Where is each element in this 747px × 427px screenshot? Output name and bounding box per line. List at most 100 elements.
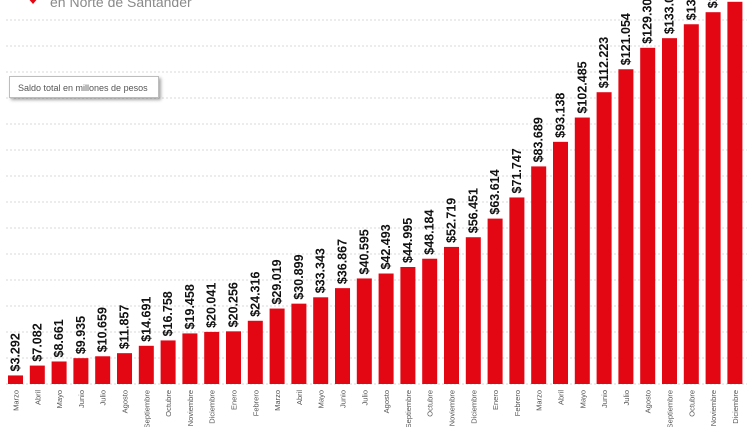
bar [138,345,154,384]
bar [378,273,394,384]
x-tick-label: Julio [99,390,108,405]
bar-value-label: $7.082 [30,323,44,361]
x-tick-label: Agosto [644,390,653,413]
x-tick-label: Octubre [687,390,696,417]
bar [400,267,416,384]
x-tick-label: Octubre [426,390,435,417]
bar [8,375,23,384]
x-tick-label: Abril [33,390,42,405]
x-tick-label: Noviembre [186,390,195,426]
bar-value-label: $3.292 [9,333,23,371]
bar [117,353,132,384]
bar [95,356,111,384]
x-tick-label: Septiembre [666,390,675,427]
bar-value-label: $83.689 [532,117,546,162]
bars [8,1,743,385]
bar [160,340,176,384]
bar [204,331,220,384]
bar-value-label: $8.661 [52,319,66,357]
bar [73,358,89,384]
bar [618,69,634,385]
x-tick-label: Enero [230,390,239,410]
bar [574,117,590,384]
bar-value-label: $133.005 [663,0,677,34]
bar-value-label: $71.747 [510,148,524,193]
bar [683,24,699,385]
bar-value-label: $112.223 [597,37,611,88]
legend-box: Saldo total en millones de pesos [9,76,159,98]
bar-value-label: $20.256 [227,282,241,327]
bar-value-label: $20.041 [205,283,219,328]
x-tick-label: Diciembre [208,390,217,424]
x-tick-label: Marzo [273,390,282,411]
bar-value-label: $42.493 [379,224,393,269]
chart-subtitle: en Norte de Santander [50,0,192,10]
bar-value-label: $138.362 [684,0,698,20]
bar-value-label: $14.691 [139,297,153,342]
bar-value-label: $102.485 [575,61,589,113]
bar [465,237,481,384]
bar-value-label: $52.719 [445,198,459,243]
bar [422,258,438,384]
x-tick-label: Septiembre [142,390,151,427]
bar [705,12,721,384]
bar [662,38,677,384]
bar [640,47,656,384]
x-tick-label: Mayo [55,390,64,408]
bar-value-label: $19.458 [183,284,197,329]
bar [531,166,547,384]
bar [51,361,67,384]
bar [335,288,350,384]
heart-icon [29,0,37,4]
x-tick-label: Diciembre [469,390,478,424]
bar [29,365,45,384]
bar [487,218,503,384]
bar [247,320,263,384]
bar-value-label: $33.343 [314,248,328,293]
x-tick-label: Junio [600,390,609,408]
bar [553,141,568,384]
x-tick-label: Marzo [535,390,544,411]
bar [226,331,241,384]
bar [356,278,372,384]
x-tick-label: Enero [491,390,500,410]
x-tick-label: Febrero [513,390,522,416]
x-tick-label: Abril [557,390,566,405]
bar-value-label: $9.935 [74,316,88,354]
bar-value-label: $48.184 [423,209,437,254]
bar-value-label: $121.054 [619,13,633,65]
x-tick-label: Junio [339,390,348,408]
x-tick-label: Mayo [317,390,326,408]
bar [291,303,307,384]
x-tick-label: Febrero [251,390,260,416]
bar-value-label: $10.659 [96,307,110,352]
bar [727,1,743,385]
x-tick-label: Diciembre [731,390,740,424]
x-tick-label: Noviembre [709,390,718,426]
x-tick-label: Julio [622,390,631,405]
x-tick-labels: Marzo Abril Mayo Junio Julio Agosto Septiembre… [12,390,740,427]
bar [444,246,459,384]
bar-value-label: $36.867 [336,239,350,284]
bar [596,92,612,384]
bar [313,297,329,384]
x-tick-label: Noviembre [448,390,457,426]
x-tick-label: Marzo [12,390,21,411]
x-tick-label: Junio [77,390,86,408]
bar-value-labels: $3.292 $7.082 $8.661 $9.935 $10.659 $11.857 $1… [9,0,721,371]
bar-value-label: $129.305 [641,0,655,44]
bar-value-label: $11.857 [118,305,132,350]
bar-value-label: $40.595 [357,229,371,274]
bar [182,333,198,384]
x-tick-label: Agosto [121,390,130,413]
x-tick-label: Abril [295,390,304,405]
bar-value-label: $44.995 [401,218,415,263]
x-tick-label: Octubre [164,390,173,417]
bar-value-label: $30.899 [292,254,306,299]
x-tick-label: Mayo [578,390,587,408]
bar-value-label: $16.758 [161,291,175,336]
bar [269,308,285,384]
bar-value-label: $29.019 [270,259,284,304]
x-tick-label: Septiembre [404,390,413,427]
